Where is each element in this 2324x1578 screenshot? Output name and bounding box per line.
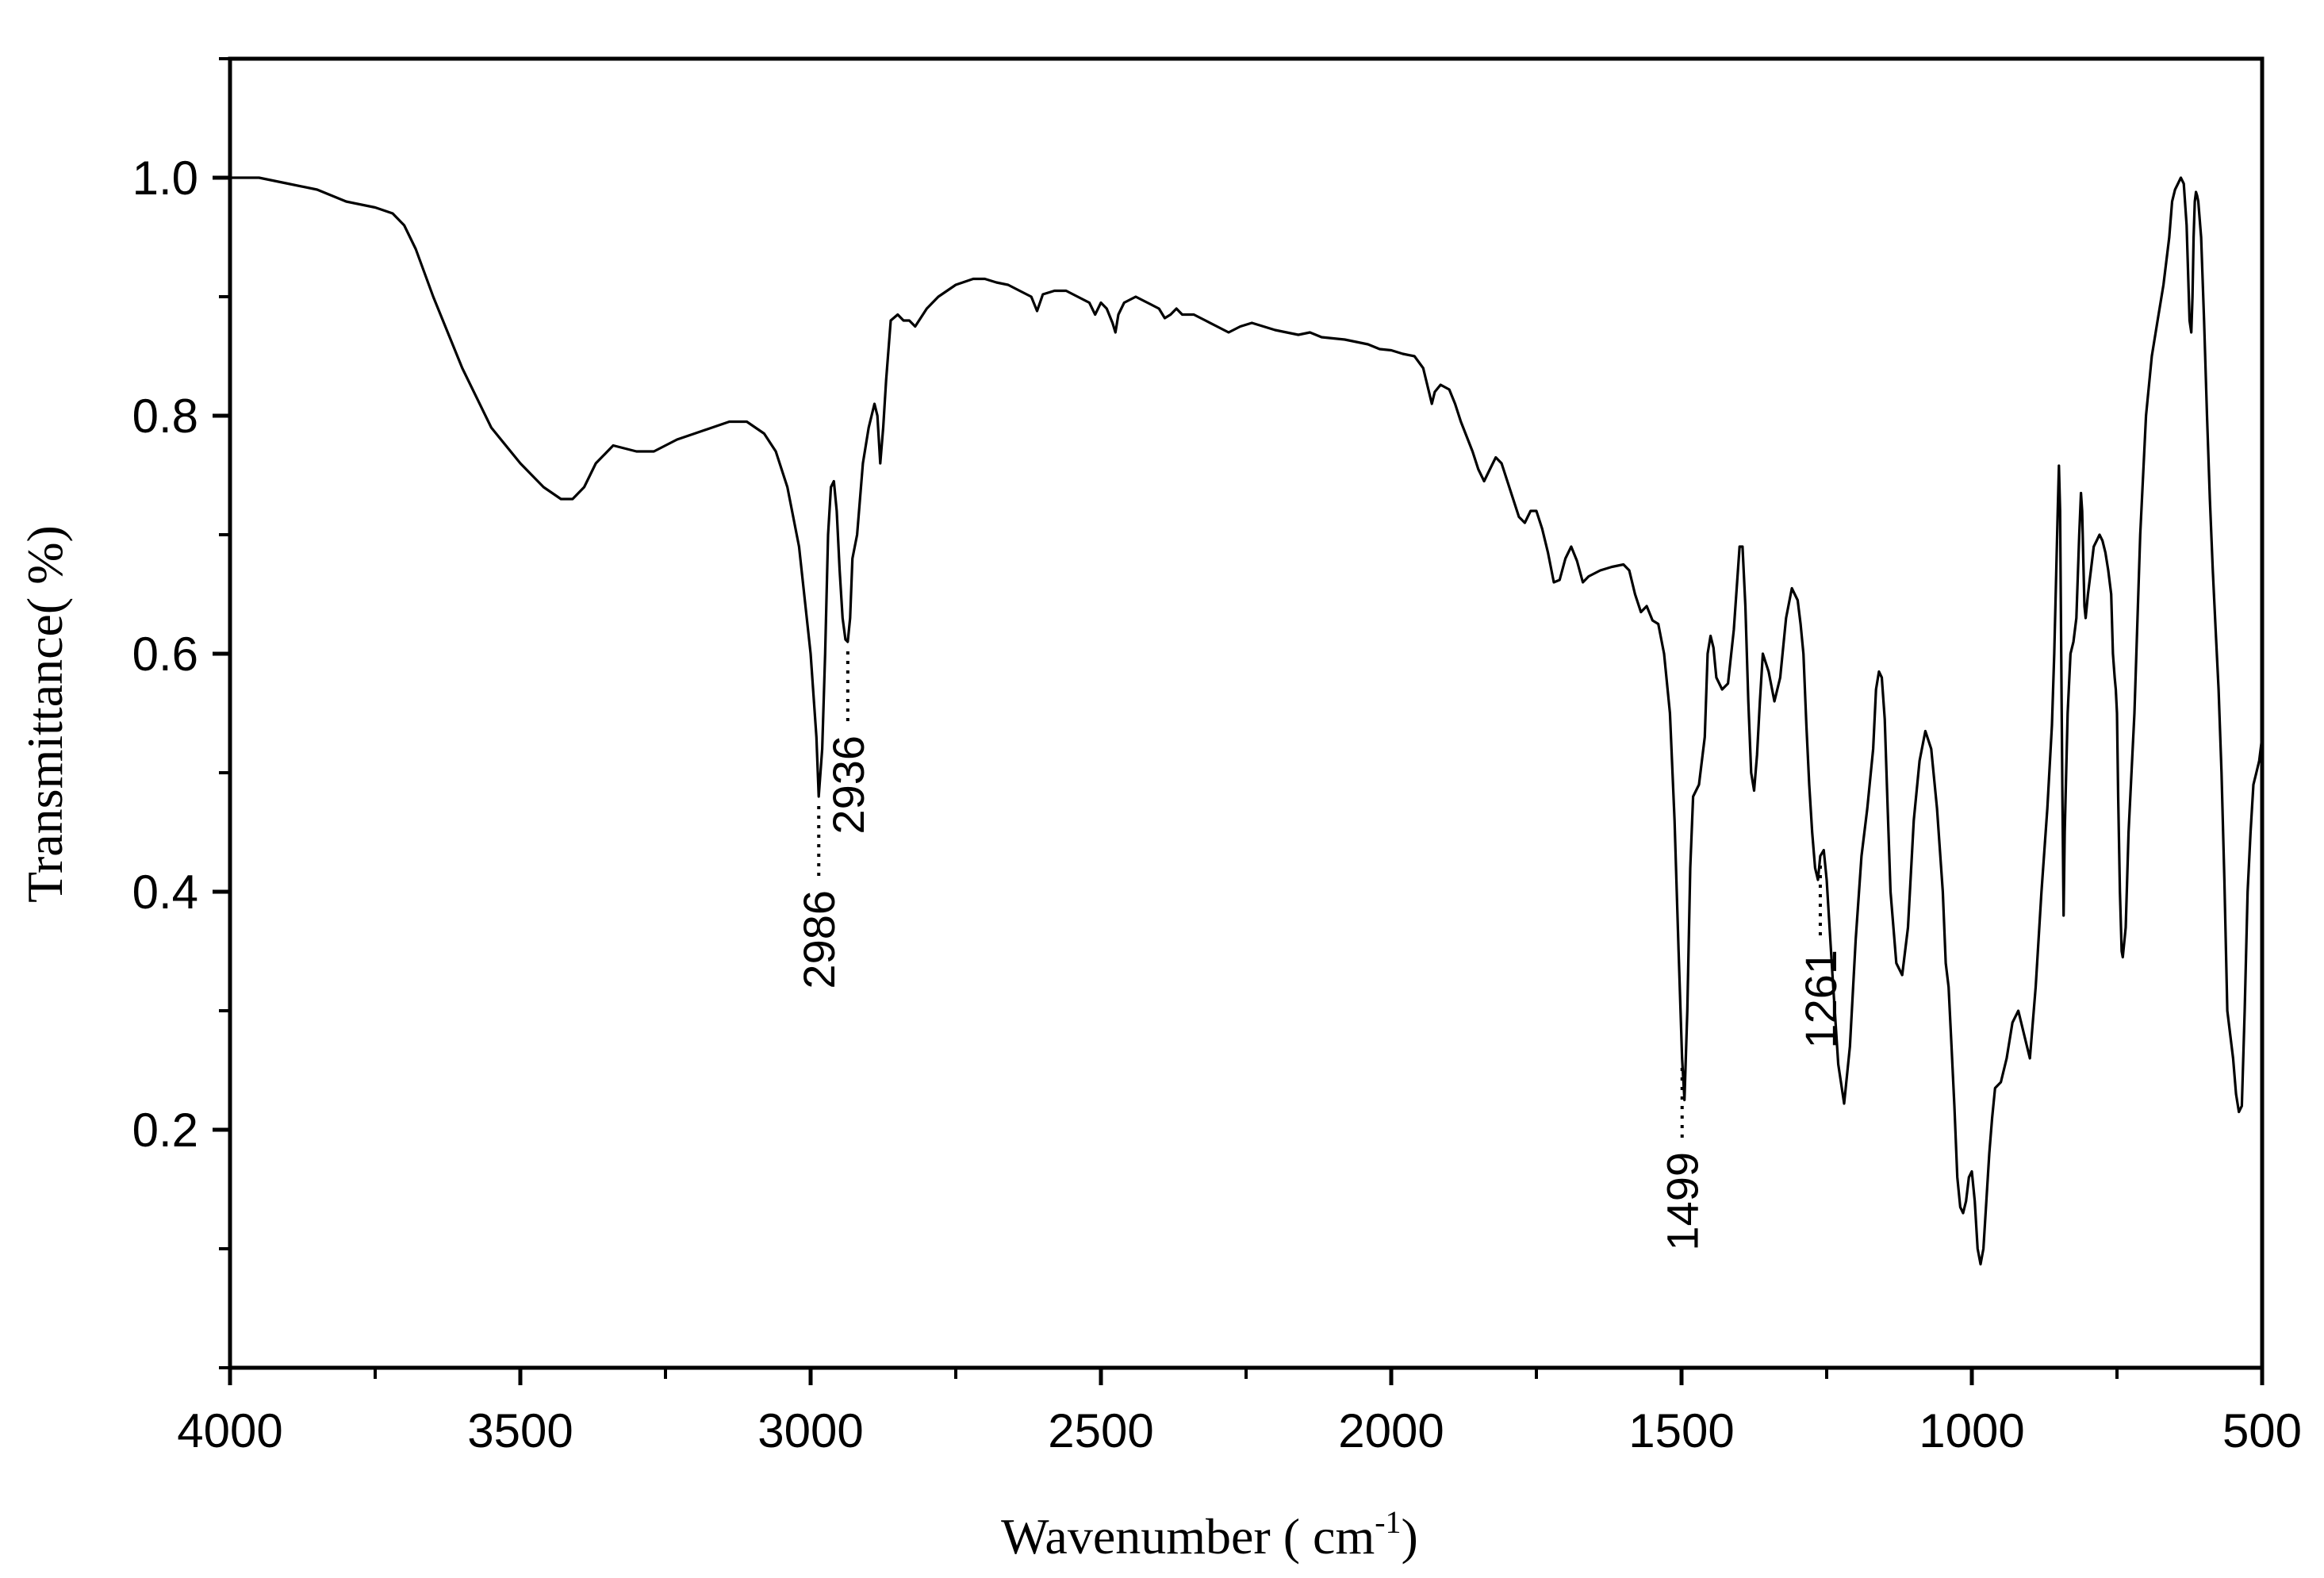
x-axis-ticks: 4000 3500 3000 2500 2000 1500 1000 500 [177, 1368, 2302, 1457]
y-axis-title: Transmittance( %) [17, 525, 73, 903]
x-tick-label: 2500 [1048, 1404, 1153, 1457]
x-axis-title-main: Wavenumber ( cm [1001, 1508, 1375, 1565]
peak-label: 1261 [1796, 950, 1846, 1049]
y-tick-label: 0.6 [132, 628, 198, 681]
peak-label: 1499 [1658, 1152, 1708, 1251]
x-axis-title: Wavenumber ( cm-1) [1001, 1504, 1418, 1565]
x-axis-title-close: ) [1402, 1508, 1418, 1565]
x-tick-label: 3000 [757, 1404, 863, 1457]
peak-annotations: 2986 2936 1499 1261 [794, 651, 1846, 1251]
transmittance-series-line [230, 176, 2264, 1266]
y-tick-label: 0.8 [132, 390, 198, 443]
x-tick-label: 2000 [1338, 1404, 1444, 1457]
x-axis-title-superscript: -1 [1375, 1504, 1401, 1540]
y-tick-label: 0.4 [132, 866, 198, 919]
y-tick-label: 1.0 [132, 152, 198, 205]
y-axis-ticks: 0.2 0.4 0.6 0.8 1.0 [132, 57, 230, 1369]
peak-label: 2936 [823, 735, 873, 835]
x-tick-label: 500 [2222, 1404, 2302, 1457]
x-tick-label: 1500 [1628, 1404, 1734, 1457]
y-tick-label: 0.2 [132, 1104, 198, 1157]
x-tick-label: 3500 [467, 1404, 573, 1457]
peak-label: 2986 [794, 890, 844, 989]
x-tick-label: 4000 [177, 1404, 282, 1457]
x-tick-label: 1000 [1919, 1404, 2024, 1457]
